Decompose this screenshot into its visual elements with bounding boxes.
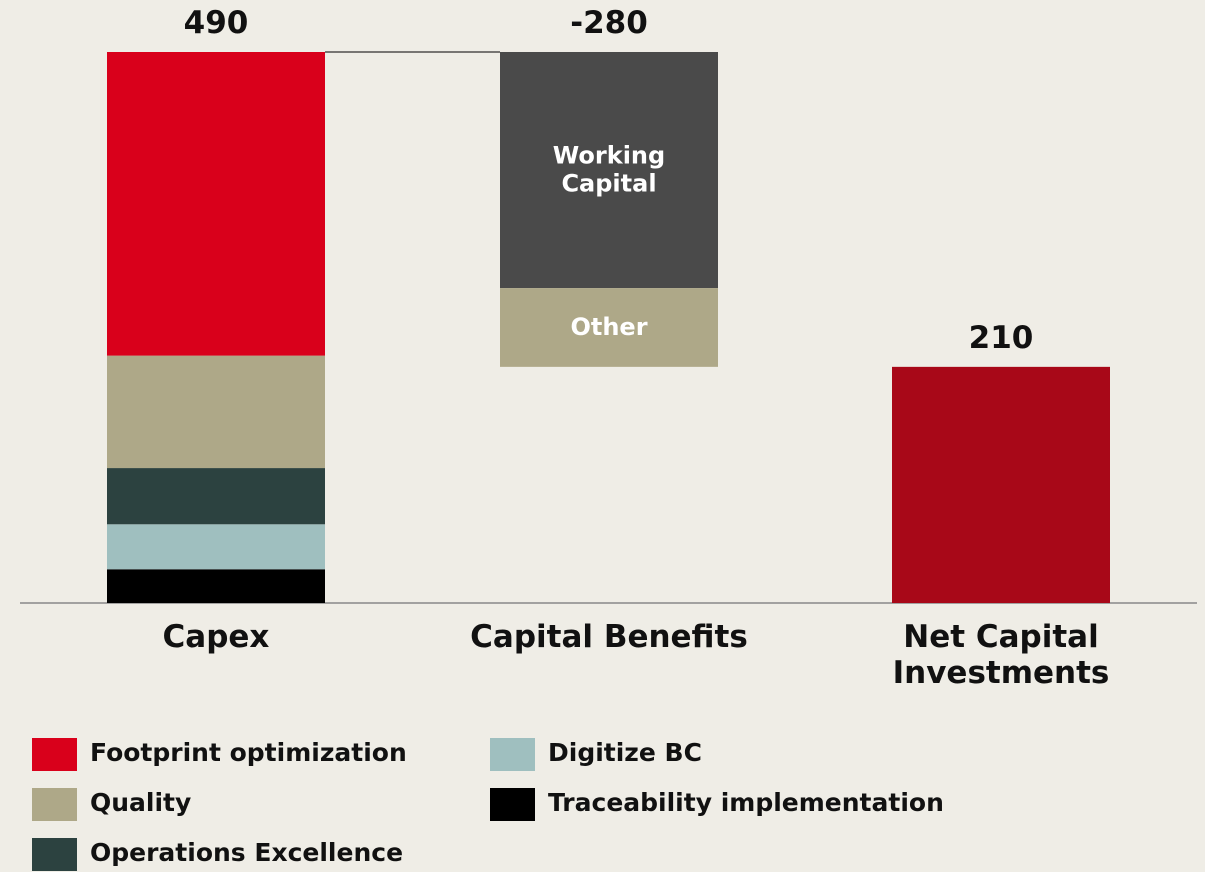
legend-swatch: [490, 788, 535, 821]
capex-segment: [107, 569, 325, 603]
legend-label: Operations Excellence: [90, 838, 404, 867]
segment-label: Other: [570, 312, 648, 341]
capex-segment: [107, 524, 325, 570]
benefit-segment: [500, 288, 718, 367]
value-label: 210: [968, 319, 1034, 356]
legend-label: Digitize BC: [548, 738, 702, 767]
legend-swatch: [32, 738, 77, 771]
segment-label: Working Capital: [552, 141, 666, 198]
category-label: Net Capital Investments: [892, 619, 1110, 691]
capex-segment: [107, 52, 325, 356]
legend-swatch: [32, 788, 77, 821]
category-label: Capital Benefits: [470, 619, 748, 655]
value-label: 490: [183, 5, 249, 41]
legend-label: Quality: [90, 788, 192, 817]
legend-swatch: [490, 738, 535, 771]
value-label: -280: [570, 5, 648, 41]
legend-label: Traceability implementation: [548, 788, 944, 817]
net-bar: [892, 366, 1110, 603]
legend-label: Footprint optimization: [90, 738, 407, 767]
capex-segment: [107, 468, 325, 525]
benefit-segment: [500, 52, 718, 289]
legend-swatch: [32, 838, 77, 871]
category-label: Capex: [162, 619, 270, 655]
capex-segment: [107, 355, 325, 469]
